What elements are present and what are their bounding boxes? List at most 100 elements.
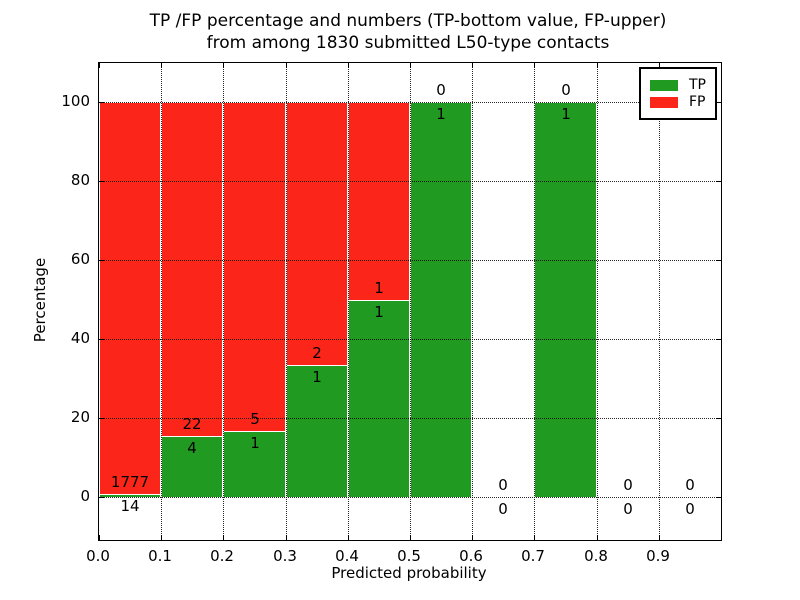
tp-bar-segment <box>99 494 161 497</box>
tp-bar-segment <box>161 436 223 497</box>
legend: TP FP <box>639 67 717 120</box>
fp-color-swatch <box>650 96 678 108</box>
legend-label-fp: FP <box>689 94 706 110</box>
x-tick-label: 0.3 <box>273 547 297 565</box>
fp-bar-segment <box>223 102 286 431</box>
y-tick-mark <box>99 418 104 419</box>
y-tick-mark <box>99 339 104 340</box>
x-tick-mark <box>410 63 411 68</box>
x-tick-mark <box>597 535 598 540</box>
fp-count-label: 1 <box>374 279 384 297</box>
x-tick-mark <box>410 535 411 540</box>
x-tick-mark <box>659 63 660 68</box>
fp-count-label: 5 <box>250 410 260 428</box>
x-tick-mark <box>99 535 100 540</box>
x-tick-mark <box>286 63 287 68</box>
x-gridline <box>410 63 411 540</box>
x-tick-label: 0.2 <box>210 547 234 565</box>
y-tick-mark <box>716 497 721 498</box>
x-tick-mark <box>472 63 473 68</box>
tp-count-label: 1 <box>436 105 446 123</box>
x-tick-mark <box>472 535 473 540</box>
chart-title-line1: TP /FP percentage and numbers (TP-bottom… <box>149 11 667 31</box>
fp-count-label: 0 <box>623 476 633 494</box>
tp-count-label: 0 <box>498 500 508 518</box>
tp-count-label: 0 <box>685 500 695 518</box>
y-tick-label: 60 <box>70 250 90 268</box>
x-gridline <box>597 63 598 540</box>
x-tick-label: 0.7 <box>521 547 545 565</box>
x-tick-label: 0.8 <box>584 547 608 565</box>
x-gridline <box>472 63 473 540</box>
x-tick-mark <box>348 535 349 540</box>
tp-count-label: 14 <box>120 497 140 515</box>
x-tick-label: 0.6 <box>459 547 483 565</box>
x-tick-label: 0.4 <box>335 547 359 565</box>
x-tick-label: 0.5 <box>397 547 421 565</box>
tp-bar-segment <box>410 102 472 497</box>
plot-area: TP FP 1777 14 22 4 5 1 2 1 1 1 0 1 0 0 0 1 0 0 0 0 <box>98 62 722 541</box>
y-tick-mark <box>99 497 104 498</box>
y-tick-mark <box>716 102 721 103</box>
fp-count-label: 0 <box>498 476 508 494</box>
x-tick-mark <box>534 535 535 540</box>
y-tick-label: 100 <box>61 92 90 110</box>
y-tick-mark <box>99 181 104 182</box>
legend-item-fp: FP <box>650 95 706 109</box>
legend-label-tp: TP <box>689 77 706 93</box>
x-gridline <box>286 63 287 540</box>
x-tick-mark <box>721 63 722 68</box>
fp-count-label: 0 <box>561 81 571 99</box>
x-gridline <box>534 63 535 540</box>
x-tick-mark <box>659 535 660 540</box>
y-tick-mark <box>716 181 721 182</box>
x-tick-mark <box>99 63 100 68</box>
y-tick-mark <box>716 260 721 261</box>
tp-count-label: 0 <box>623 500 633 518</box>
tp-count-label: 1 <box>312 368 322 386</box>
y-tick-label: 0 <box>80 487 90 505</box>
y-tick-label: 80 <box>70 171 90 189</box>
y-tick-mark <box>99 260 104 261</box>
x-tick-mark <box>597 63 598 68</box>
x-tick-label: 0.9 <box>646 547 670 565</box>
y-tick-mark <box>716 339 721 340</box>
tp-color-swatch <box>650 79 678 91</box>
x-tick-label: 0.1 <box>148 547 172 565</box>
fp-count-label: 2 <box>312 344 322 362</box>
x-gridline <box>348 63 349 540</box>
x-tick-mark <box>534 63 535 68</box>
chart-title: TP /FP percentage and numbers (TP-bottom… <box>150 11 667 55</box>
x-tick-mark <box>161 63 162 68</box>
x-tick-mark <box>223 63 224 68</box>
x-tick-mark <box>348 63 349 68</box>
x-tick-mark <box>161 535 162 540</box>
tp-bar-segment <box>286 365 348 497</box>
fp-count-label: 0 <box>685 476 695 494</box>
x-gridline <box>161 63 162 540</box>
tp-count-label: 1 <box>374 303 384 321</box>
x-tick-mark <box>721 535 722 540</box>
tp-count-label: 1 <box>561 105 571 123</box>
x-gridline <box>223 63 224 540</box>
tp-bar-segment <box>534 102 597 497</box>
y-tick-label: 20 <box>70 408 90 426</box>
x-tick-label: 0.0 <box>86 547 110 565</box>
x-tick-mark <box>223 535 224 540</box>
tp-count-label: 1 <box>250 434 260 452</box>
x-gridline <box>659 63 660 540</box>
tp-bar-segment <box>348 300 410 497</box>
y-tick-mark <box>716 418 721 419</box>
fp-bar-segment <box>99 102 161 494</box>
fp-count-label: 0 <box>436 81 446 99</box>
chart-title-line2: from among 1830 submitted L50-type conta… <box>206 32 610 53</box>
fp-bar-segment <box>161 102 223 436</box>
x-axis-label: Predicted probability <box>331 564 487 582</box>
y-tick-label: 40 <box>70 329 90 347</box>
y-tick-mark <box>99 102 104 103</box>
fp-count-label: 22 <box>182 415 202 433</box>
tp-count-label: 4 <box>187 439 197 457</box>
legend-item-tp: TP <box>650 78 706 92</box>
fp-bar-segment <box>348 102 410 300</box>
